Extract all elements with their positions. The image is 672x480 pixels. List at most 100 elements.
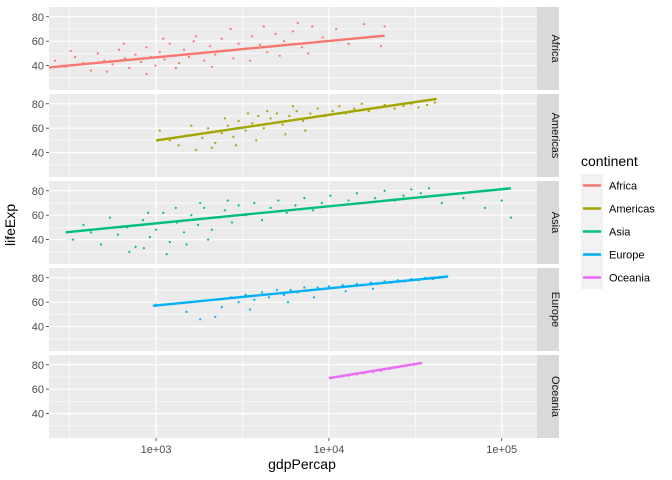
- data-point: [158, 51, 161, 54]
- data-point: [274, 32, 277, 36]
- y-tick-label: 60: [32, 123, 44, 135]
- data-point: [162, 211, 165, 214]
- data-point: [304, 129, 307, 132]
- data-point: [312, 209, 315, 212]
- data-point: [187, 55, 191, 59]
- data-point: [214, 315, 217, 318]
- data-point: [220, 306, 223, 309]
- data-point: [275, 112, 278, 115]
- data-point: [190, 124, 193, 127]
- data-point: [232, 135, 235, 138]
- data-point: [433, 101, 436, 104]
- data-point: [185, 243, 188, 246]
- data-point: [374, 197, 377, 200]
- data-point: [203, 59, 206, 62]
- data-point: [371, 287, 375, 290]
- data-point: [210, 146, 213, 149]
- data-point: [353, 107, 356, 110]
- facet-panel-asia: 40 60 80 Asia: [32, 181, 561, 264]
- legend-item-africa: Africa: [581, 174, 638, 197]
- data-point: [162, 37, 165, 40]
- facet-strip-label: Americas: [549, 113, 561, 159]
- data-point: [278, 54, 281, 57]
- panel-background: [49, 268, 537, 351]
- data-point: [158, 129, 161, 132]
- data-point: [237, 42, 240, 45]
- panel-background: [49, 94, 537, 177]
- data-point: [201, 136, 204, 139]
- data-point: [275, 288, 278, 292]
- trend-line: [65, 187, 512, 234]
- y-tick-label: 40: [32, 235, 44, 247]
- legend-label: Europe: [609, 250, 644, 262]
- data-point: [182, 231, 186, 234]
- data-point: [260, 291, 264, 294]
- data-point: [267, 296, 271, 299]
- facet-panel-europe: 40 60 80 Europe: [32, 268, 561, 351]
- trend-line: [152, 275, 449, 307]
- y-axis-title: lifeExp: [2, 204, 18, 246]
- data-point: [320, 201, 323, 205]
- legend-title: continent: [581, 153, 638, 169]
- data-point: [262, 25, 265, 28]
- data-point: [145, 73, 148, 76]
- data-point: [223, 209, 226, 212]
- data-point: [140, 60, 143, 64]
- data-point: [355, 192, 358, 195]
- data-point: [199, 201, 202, 205]
- facet-strip-label: Oceania: [549, 376, 561, 418]
- data-point: [302, 119, 305, 122]
- data-point: [199, 318, 202, 321]
- data-point: [89, 231, 93, 234]
- trend-line: [328, 361, 423, 380]
- legend: continent Africa Americas Asia Europe Oceani…: [581, 153, 655, 289]
- data-point: [347, 42, 350, 45]
- facet-panel-africa: 40 60 80 Africa: [32, 7, 561, 90]
- data-point: [266, 110, 269, 113]
- data-point: [208, 45, 212, 48]
- data-point: [249, 59, 252, 62]
- facet-strip: [537, 355, 559, 438]
- data-point: [192, 40, 195, 43]
- data-point: [335, 27, 338, 31]
- data-point: [402, 105, 405, 108]
- axes: gdpPercap lifeExp 1e+03 1e+04 1e+05: [2, 204, 517, 472]
- x-tick-label: 1e+04: [313, 444, 344, 456]
- data-point: [316, 286, 319, 289]
- data-point: [117, 48, 121, 51]
- data-point: [234, 144, 238, 147]
- data-point: [214, 141, 217, 144]
- facet-strip-label: Europe: [549, 292, 561, 327]
- data-point: [483, 206, 487, 209]
- data-point: [426, 103, 429, 107]
- y-tick-label: 40: [32, 409, 44, 421]
- data-point: [134, 245, 137, 248]
- data-point: [428, 187, 431, 190]
- data-point: [244, 129, 247, 132]
- data-point: [147, 211, 150, 214]
- legend-item-oceania: Oceania: [581, 266, 651, 289]
- data-point: [190, 214, 193, 217]
- data-point: [226, 124, 229, 127]
- facet-panel-americas: 40 60 80 Americas: [32, 94, 561, 177]
- facet-strip: [537, 94, 559, 177]
- data-point: [462, 197, 465, 200]
- data-point: [108, 216, 111, 219]
- data-point: [281, 123, 284, 126]
- panel-background: [49, 355, 537, 438]
- data-point: [141, 219, 145, 222]
- data-point: [96, 52, 99, 55]
- data-point: [253, 201, 256, 205]
- data-point: [246, 112, 250, 115]
- data-point: [500, 199, 503, 202]
- data-point: [269, 117, 272, 120]
- data-point: [338, 105, 341, 108]
- data-point: [262, 127, 265, 130]
- data-point: [251, 122, 254, 125]
- data-point: [277, 199, 280, 202]
- data-point: [237, 301, 240, 304]
- panel-background: [49, 7, 537, 90]
- data-point: [155, 228, 158, 231]
- data-point: [282, 40, 286, 43]
- y-tick-label: 40: [32, 61, 44, 73]
